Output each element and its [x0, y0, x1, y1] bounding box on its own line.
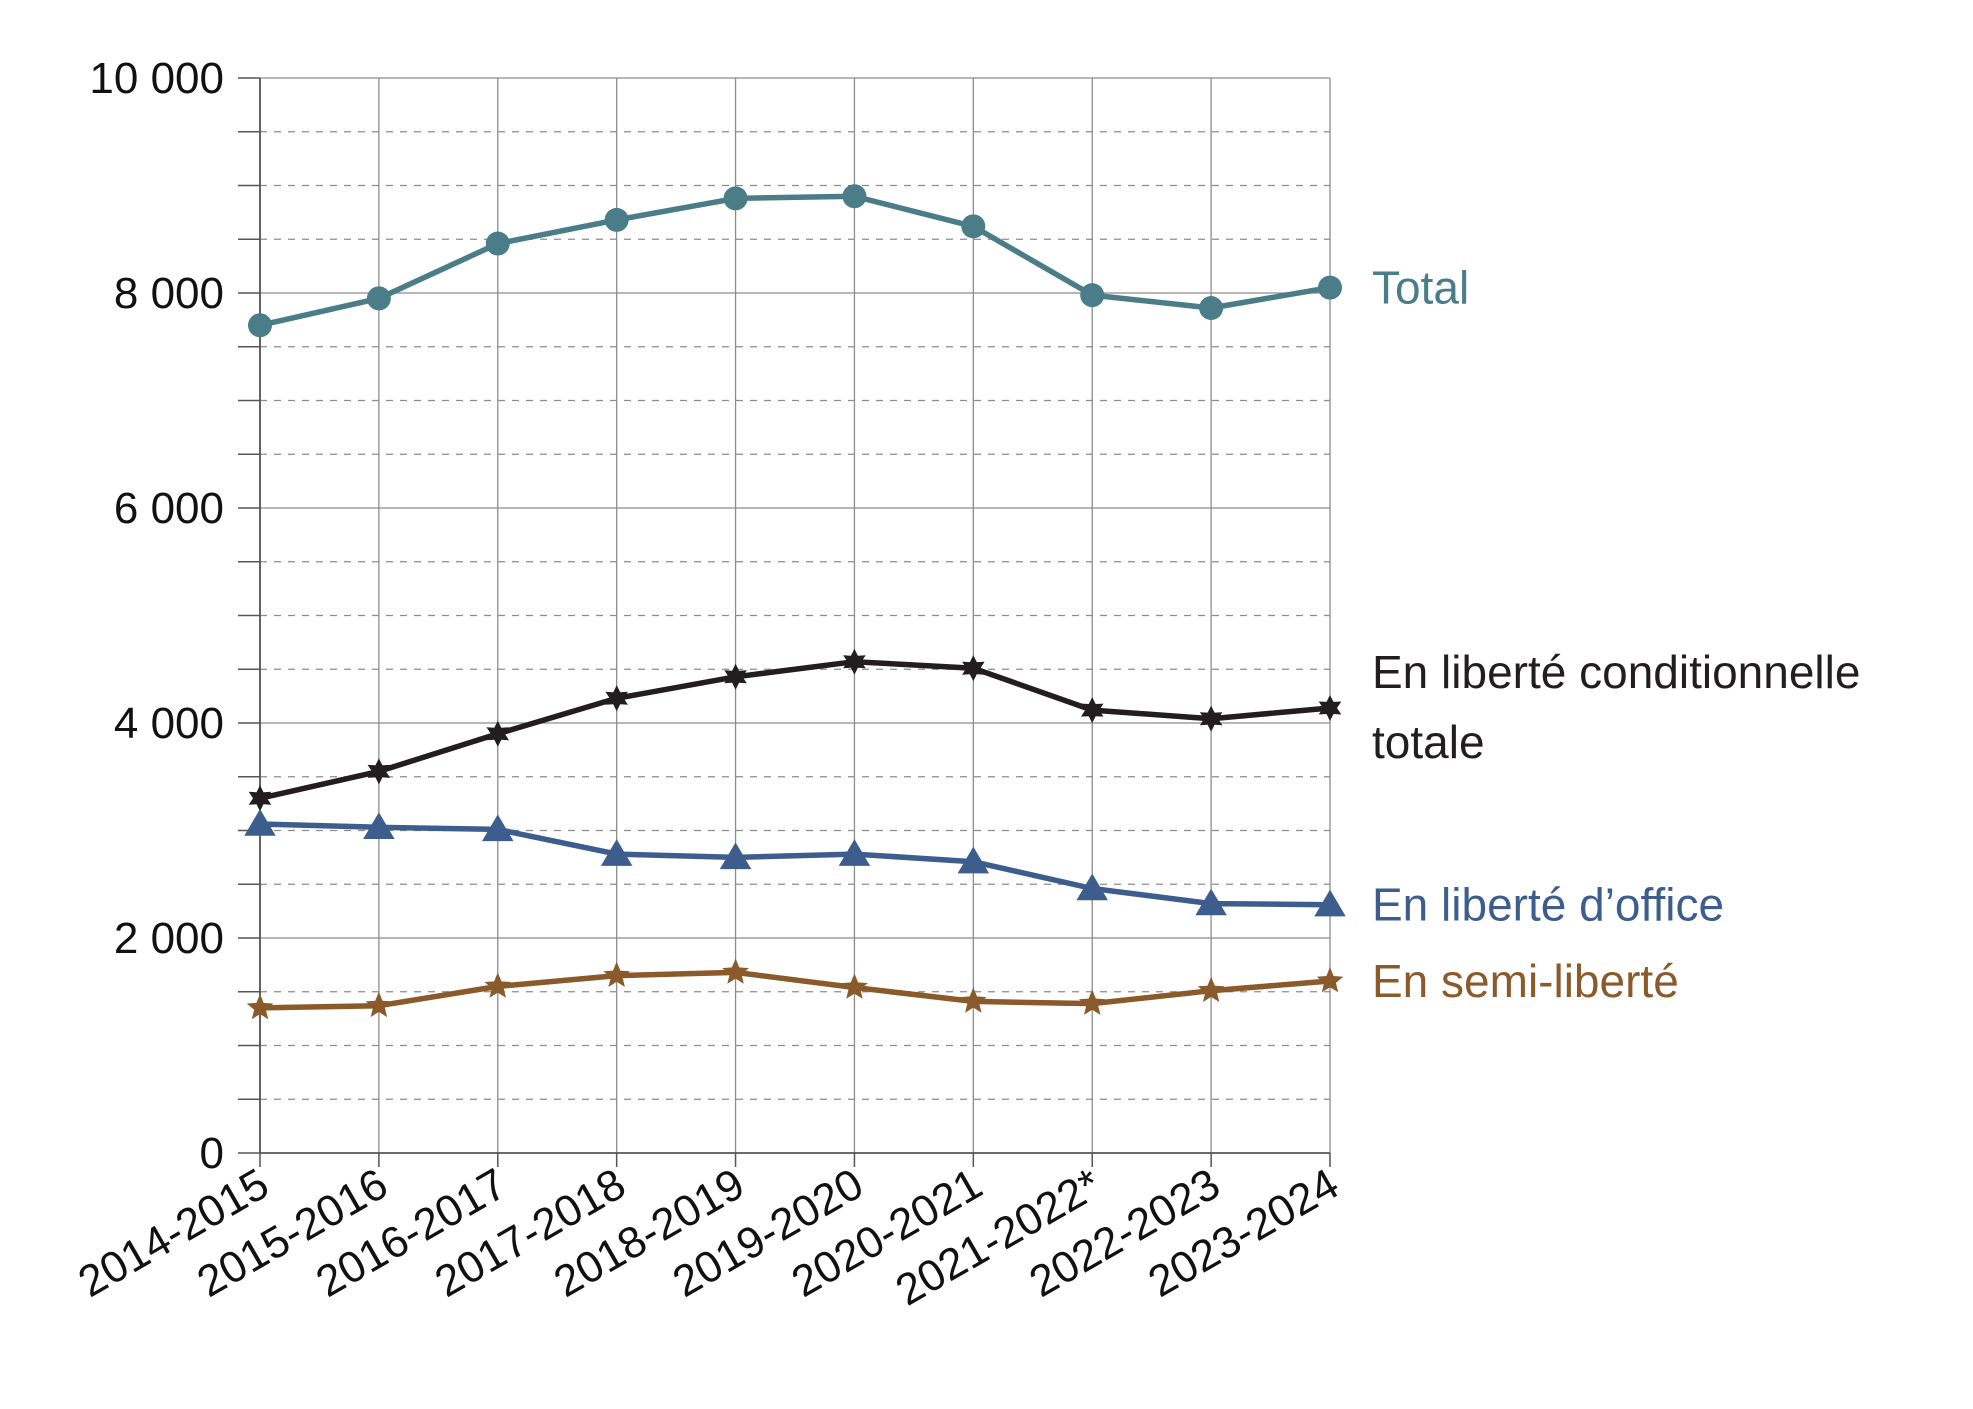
data-point — [485, 231, 510, 256]
y-tick-label: 10 000 — [89, 54, 224, 103]
data-point — [1318, 275, 1342, 300]
data-point — [723, 186, 748, 211]
data-point — [1314, 889, 1346, 917]
grid-layer — [259, 77, 1331, 1153]
y-tick-label: 2 000 — [114, 914, 224, 963]
data-point — [244, 809, 276, 836]
data-point — [1076, 873, 1108, 901]
data-point — [843, 648, 866, 675]
data-point — [248, 785, 272, 812]
data-point — [1199, 296, 1224, 321]
data-point — [248, 313, 272, 338]
data-point — [604, 207, 629, 232]
data-point — [603, 961, 630, 987]
series-total — [248, 184, 1342, 338]
series-layer — [244, 184, 1346, 1020]
data-point — [1080, 283, 1105, 308]
data-point — [366, 286, 391, 311]
data-point — [722, 958, 749, 984]
data-point — [961, 214, 986, 239]
series-label: Total — [1372, 262, 1469, 314]
data-point — [605, 685, 628, 712]
series-label: En semi-liberté — [1372, 955, 1679, 1007]
series-label: totale — [1372, 716, 1485, 768]
data-point — [957, 846, 990, 874]
data-point — [246, 993, 274, 1020]
data-point — [1081, 697, 1104, 724]
data-point — [482, 814, 514, 842]
data-point — [841, 973, 868, 999]
y-tick-label: 4 000 — [114, 699, 224, 748]
data-point — [365, 991, 393, 1018]
data-point — [1195, 888, 1227, 916]
series-en-libert-d-office — [244, 809, 1346, 917]
data-point — [838, 839, 871, 866]
series-line — [259, 821, 1331, 908]
data-point — [962, 655, 985, 682]
y-tick-label: 0 — [200, 1129, 224, 1178]
data-point — [960, 987, 987, 1013]
data-point — [484, 972, 512, 998]
data-point — [600, 839, 633, 866]
data-point — [1078, 989, 1106, 1015]
data-point — [367, 758, 391, 785]
series-en-libert-conditionnelle-totale — [248, 648, 1342, 812]
y-tick-label: 6 000 — [114, 484, 224, 533]
data-point — [363, 812, 395, 839]
data-point — [1316, 967, 1344, 993]
series-label: En liberté conditionnelle — [1372, 646, 1860, 698]
series-en-semi-libert- — [246, 958, 1344, 1020]
series-line — [259, 658, 1331, 801]
data-point — [724, 663, 747, 690]
series-label: En liberté d’office — [1372, 879, 1724, 931]
data-point — [842, 184, 867, 209]
series-line — [259, 193, 1331, 328]
data-point — [1199, 705, 1223, 732]
data-point — [1197, 976, 1225, 1002]
data-point — [719, 842, 752, 870]
data-point — [1318, 695, 1342, 721]
data-point — [486, 720, 509, 747]
series-line — [259, 969, 1331, 1011]
y-tick-label: 8 000 — [114, 269, 224, 318]
label-layer: Total En liberté conditionnelle totale En l… — [1372, 262, 1860, 1007]
